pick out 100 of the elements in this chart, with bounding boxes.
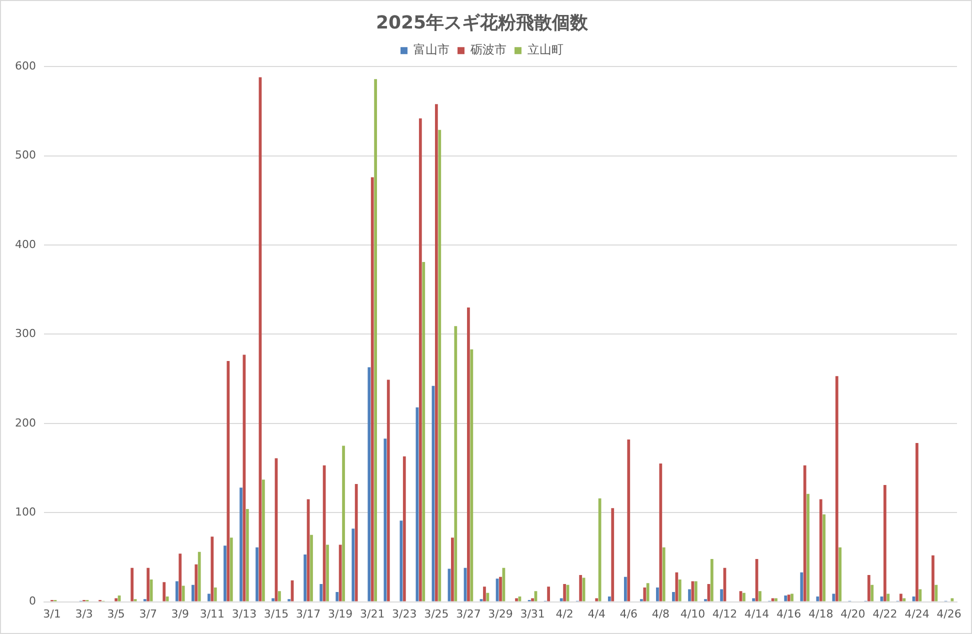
bar: [418, 118, 422, 602]
bar: [486, 592, 490, 602]
bar: [146, 568, 150, 602]
x-tick-label: 4/12: [712, 607, 738, 620]
bar: [752, 598, 756, 602]
bar: [262, 480, 265, 602]
bar: [659, 464, 662, 602]
x-tick-label: 3/7: [139, 607, 157, 620]
bar: [867, 575, 870, 602]
bar: [304, 554, 307, 602]
x-tick-label: 3/9: [171, 607, 189, 620]
bar: [656, 588, 659, 602]
bar: [932, 555, 934, 602]
bar: [320, 584, 323, 602]
bar: [916, 443, 918, 602]
bar: [886, 594, 890, 602]
bar: [950, 598, 954, 602]
bar: [422, 262, 426, 602]
x-tick-label: 4/10: [680, 607, 706, 620]
x-tick-label: 4/26: [936, 607, 962, 620]
bar: [822, 514, 826, 602]
bar: [646, 583, 650, 602]
bar: [256, 547, 258, 602]
bar: [787, 594, 790, 602]
bar: [832, 594, 836, 602]
bar: [499, 576, 502, 602]
x-tick-label: 3/1: [43, 607, 61, 620]
bar: [816, 596, 820, 602]
bar: [150, 580, 153, 602]
bar: [272, 598, 274, 602]
x-tick-label: 4/8: [652, 607, 670, 620]
x-tick-label: 4/16: [776, 607, 802, 620]
bar: [467, 307, 470, 602]
bar: [870, 584, 874, 602]
bar: [838, 547, 842, 602]
bar: [210, 536, 214, 602]
bar: [918, 589, 922, 602]
bar: [563, 584, 566, 602]
bar: [560, 598, 563, 602]
bar: [384, 438, 387, 602]
bar: [194, 564, 198, 602]
bar: [899, 594, 902, 602]
bar: [627, 439, 630, 602]
x-tick-label: 3/23: [392, 607, 417, 620]
bar: [579, 575, 582, 602]
x-tick-label: 4/24: [904, 607, 930, 620]
bar: [182, 586, 185, 602]
x-tick-label: 3/17: [296, 607, 321, 620]
bar: [370, 177, 374, 602]
bar: [934, 584, 938, 602]
chart-title: 2025年スギ花粉飛散個数: [376, 12, 590, 34]
bar: [434, 104, 438, 602]
x-tick-label: 4/14: [744, 607, 770, 620]
bar: [643, 588, 646, 602]
bar: [374, 79, 377, 602]
bar: [790, 594, 794, 602]
bar: [470, 349, 474, 602]
bar: [114, 598, 118, 602]
bar: [819, 499, 822, 602]
x-tick-label: 3/25: [424, 607, 449, 620]
y-tick-label: 600: [14, 59, 36, 72]
legend-label: 立山町: [528, 42, 564, 57]
x-tick-label: 3/27: [456, 607, 481, 620]
bar: [454, 326, 458, 602]
x-tick-label: 4/22: [872, 607, 898, 620]
bar: [531, 598, 534, 602]
x-tick-label: 3/19: [328, 607, 353, 620]
x-tick-label: 4/18: [808, 607, 834, 620]
bar: [230, 538, 233, 602]
bar: [611, 508, 614, 602]
bar: [806, 494, 810, 602]
bar: [130, 568, 134, 602]
bar: [771, 598, 774, 602]
y-tick-label: 500: [14, 148, 36, 162]
bar: [326, 544, 329, 602]
x-tick-label: 3/11: [200, 607, 225, 620]
bar: [694, 581, 698, 602]
bar: [678, 580, 682, 602]
bar: [483, 586, 486, 602]
y-tick-label: 200: [14, 416, 36, 430]
bar: [835, 376, 838, 602]
bar: [547, 586, 550, 602]
bar: [342, 446, 345, 602]
bar: [710, 558, 714, 602]
bar: [803, 465, 806, 602]
x-tick-label: 3/21: [360, 607, 385, 620]
bar: [883, 484, 886, 602]
y-tick-label: 300: [14, 327, 36, 340]
bar: [214, 588, 217, 602]
bar: [208, 594, 210, 602]
bar: [338, 544, 342, 602]
bar: [198, 552, 201, 602]
bar: [720, 589, 723, 602]
y-tick-label: 400: [14, 238, 36, 251]
legend-label: 富山市: [414, 42, 450, 57]
x-tick-label: 3/29: [488, 607, 513, 620]
x-tick-label: 3/31: [520, 607, 545, 620]
bar: [224, 546, 226, 602]
bar: [162, 582, 166, 602]
bar: [784, 596, 788, 602]
